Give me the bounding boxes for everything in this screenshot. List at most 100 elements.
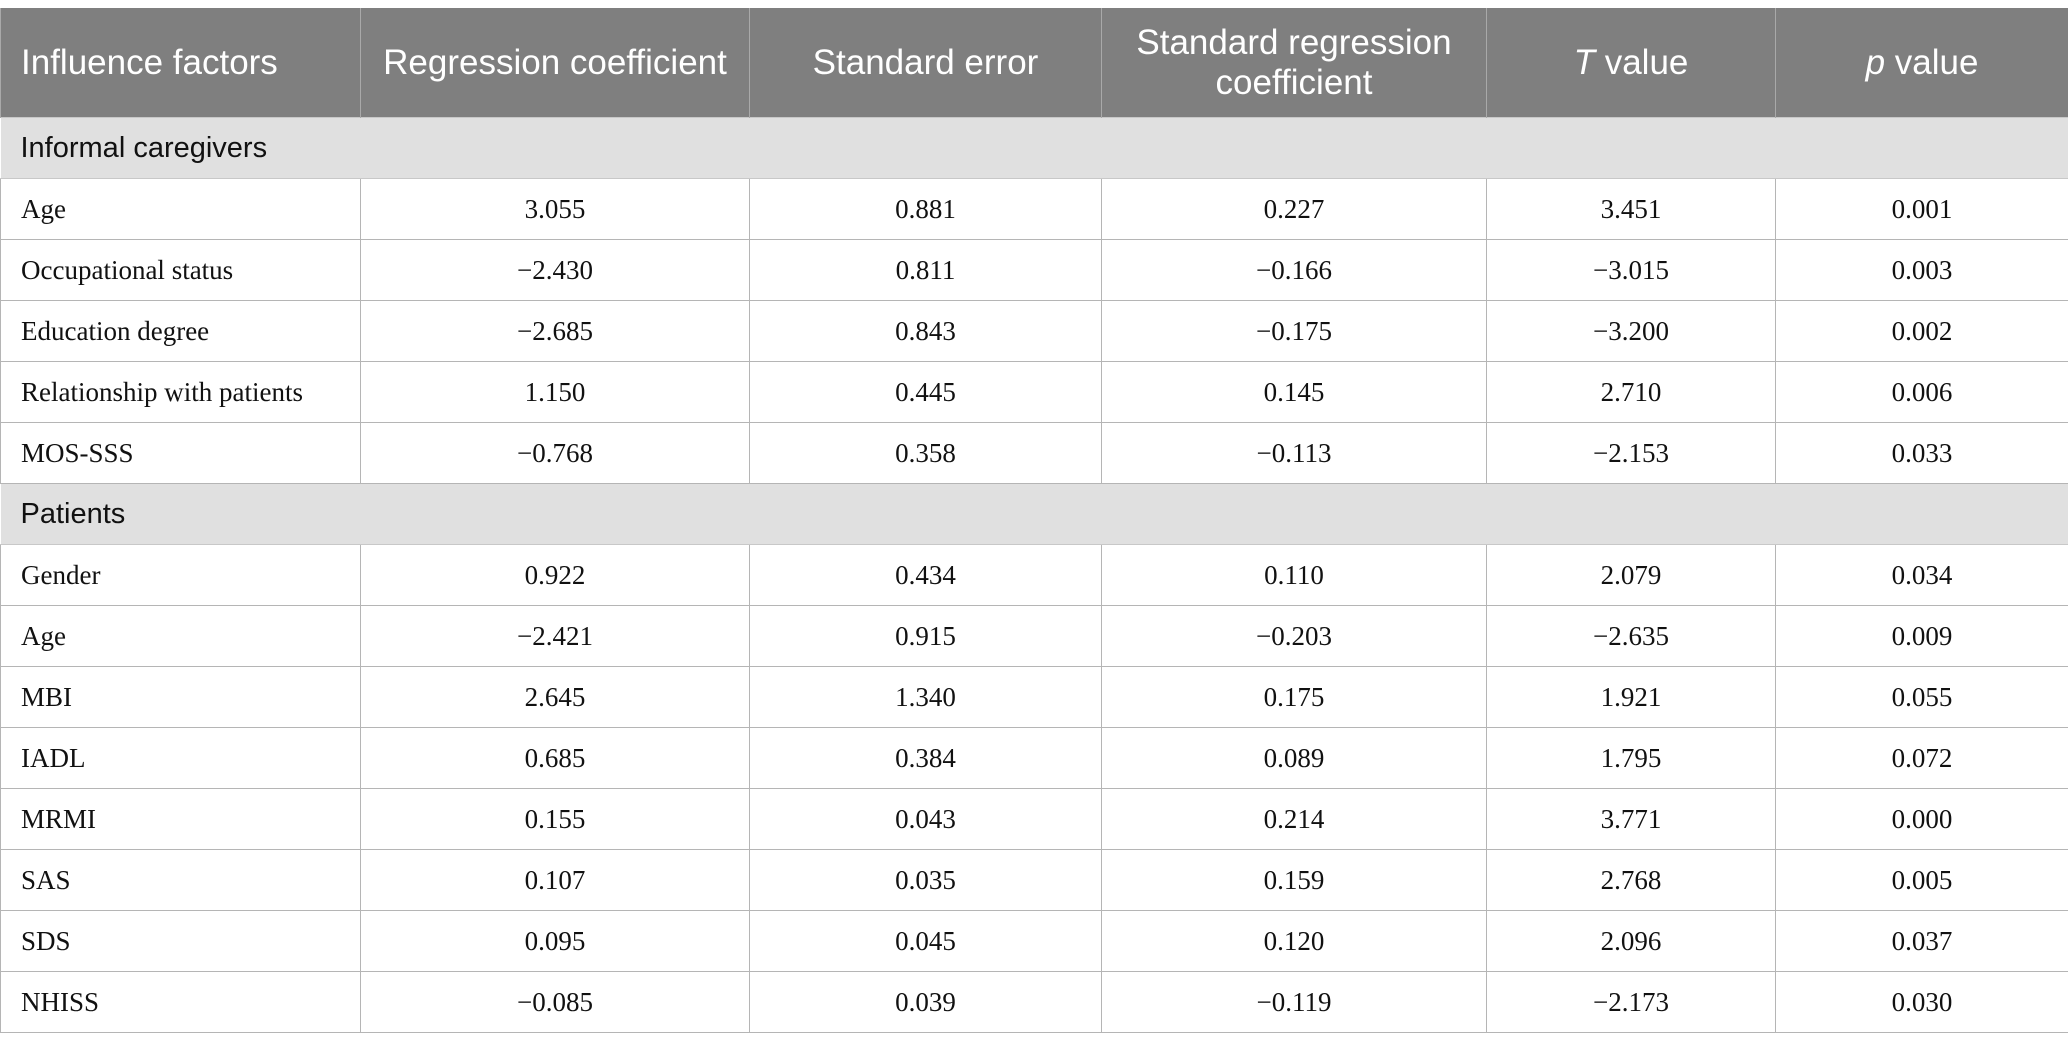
cell-p-value: 0.055 bbox=[1775, 666, 2068, 728]
cell-standard-error: 0.358 bbox=[749, 422, 1102, 484]
cell-t-value: 2.096 bbox=[1486, 910, 1776, 972]
cell-regression-coefficient: 0.685 bbox=[360, 727, 750, 789]
cell-influence-factor: Gender bbox=[0, 544, 361, 606]
cell-influence-factor: Age bbox=[0, 605, 361, 667]
cell-influence-factor: MRMI bbox=[0, 788, 361, 850]
regression-table: Influence factors Regression coefficient… bbox=[0, 8, 2068, 1033]
cell-standard-error: 0.043 bbox=[749, 788, 1102, 850]
cell-standard-regression-coefficient: −0.119 bbox=[1101, 971, 1487, 1033]
header-t-value: T value bbox=[1486, 8, 1776, 118]
header-label: value bbox=[1885, 42, 1979, 82]
header-label: Standard regression coefficient bbox=[1136, 22, 1452, 102]
cell-standard-error: 0.811 bbox=[749, 239, 1102, 301]
cell-p-value: 0.037 bbox=[1775, 910, 2068, 972]
cell-p-value: 0.006 bbox=[1775, 361, 2068, 423]
cell-t-value: 3.451 bbox=[1486, 178, 1776, 240]
cell-t-value: 2.768 bbox=[1486, 849, 1776, 911]
table-row: MBI 2.645 1.340 0.175 1.921 0.055 bbox=[0, 666, 2068, 728]
cell-p-value: 0.009 bbox=[1775, 605, 2068, 667]
table-header: Influence factors Regression coefficient… bbox=[0, 8, 2068, 118]
cell-influence-factor: SAS bbox=[0, 849, 361, 911]
table-row: Education degree −2.685 0.843 −0.175 −3.200 0… bbox=[0, 300, 2068, 362]
cell-standard-error: 0.445 bbox=[749, 361, 1102, 423]
cell-p-value: 0.005 bbox=[1775, 849, 2068, 911]
cell-regression-coefficient: 1.150 bbox=[360, 361, 750, 423]
cell-influence-factor: SDS bbox=[0, 910, 361, 972]
header-label: Regression coefficient bbox=[383, 42, 727, 82]
cell-p-value: 0.034 bbox=[1775, 544, 2068, 606]
cell-p-value: 0.000 bbox=[1775, 788, 2068, 850]
section-row: Patients bbox=[0, 483, 2068, 545]
cell-regression-coefficient: −2.430 bbox=[360, 239, 750, 301]
cell-standard-regression-coefficient: −0.166 bbox=[1101, 239, 1487, 301]
cell-t-value: 1.921 bbox=[1486, 666, 1776, 728]
cell-t-value: −2.153 bbox=[1486, 422, 1776, 484]
cell-standard-error: 1.340 bbox=[749, 666, 1102, 728]
cell-standard-regression-coefficient: 0.175 bbox=[1101, 666, 1487, 728]
table-row: Age −2.421 0.915 −0.203 −2.635 0.009 bbox=[0, 605, 2068, 667]
table-row: Relationship with patients 1.150 0.445 0.14… bbox=[0, 361, 2068, 423]
cell-regression-coefficient: 0.922 bbox=[360, 544, 750, 606]
cell-standard-regression-coefficient: 0.159 bbox=[1101, 849, 1487, 911]
header-influence-factors: Influence factors bbox=[0, 8, 361, 118]
header-row: Influence factors Regression coefficient… bbox=[0, 8, 2068, 118]
cell-p-value: 0.001 bbox=[1775, 178, 2068, 240]
section-title: Informal caregivers bbox=[0, 117, 2068, 179]
table-row: Age 3.055 0.881 0.227 3.451 0.001 bbox=[0, 178, 2068, 240]
cell-standard-error: 0.045 bbox=[749, 910, 1102, 972]
section-row: Informal caregivers bbox=[0, 117, 2068, 179]
section-title: Patients bbox=[0, 483, 2068, 545]
cell-regression-coefficient: 2.645 bbox=[360, 666, 750, 728]
cell-standard-regression-coefficient: −0.175 bbox=[1101, 300, 1487, 362]
header-label: value bbox=[1594, 42, 1689, 82]
header-standard-error: Standard error bbox=[749, 8, 1102, 118]
cell-influence-factor: IADL bbox=[0, 727, 361, 789]
cell-standard-regression-coefficient: 0.110 bbox=[1101, 544, 1487, 606]
cell-influence-factor: Age bbox=[0, 178, 361, 240]
header-p-value: p value bbox=[1775, 8, 2068, 118]
table-row: MOS-SSS −0.768 0.358 −0.113 −2.153 0.033 bbox=[0, 422, 2068, 484]
cell-standard-regression-coefficient: 0.227 bbox=[1101, 178, 1487, 240]
cell-regression-coefficient: −0.085 bbox=[360, 971, 750, 1033]
cell-t-value: 2.079 bbox=[1486, 544, 1776, 606]
cell-regression-coefficient: −2.685 bbox=[360, 300, 750, 362]
table-row: SDS 0.095 0.045 0.120 2.096 0.037 bbox=[0, 910, 2068, 972]
cell-standard-regression-coefficient: −0.113 bbox=[1101, 422, 1487, 484]
cell-standard-error: 0.915 bbox=[749, 605, 1102, 667]
cell-standard-regression-coefficient: 0.089 bbox=[1101, 727, 1487, 789]
cell-t-value: −3.200 bbox=[1486, 300, 1776, 362]
cell-standard-regression-coefficient: 0.120 bbox=[1101, 910, 1487, 972]
cell-p-value: 0.003 bbox=[1775, 239, 2068, 301]
table-row: MRMI 0.155 0.043 0.214 3.771 0.000 bbox=[0, 788, 2068, 850]
cell-p-value: 0.002 bbox=[1775, 300, 2068, 362]
cell-standard-regression-coefficient: 0.145 bbox=[1101, 361, 1487, 423]
header-regression-coefficient: Regression coefficient bbox=[360, 8, 750, 118]
cell-influence-factor: Education degree bbox=[0, 300, 361, 362]
cell-t-value: −2.173 bbox=[1486, 971, 1776, 1033]
table-row: NHISS −0.085 0.039 −0.119 −2.173 0.030 bbox=[0, 971, 2068, 1033]
table-row: Gender 0.922 0.434 0.110 2.079 0.034 bbox=[0, 544, 2068, 606]
header-standard-regression-coefficient: Standard regression coefficient bbox=[1101, 8, 1487, 118]
header-italic-symbol: p bbox=[1865, 42, 1886, 82]
cell-influence-factor: Relationship with patients bbox=[0, 361, 361, 423]
cell-t-value: 1.795 bbox=[1486, 727, 1776, 789]
cell-regression-coefficient: −2.421 bbox=[360, 605, 750, 667]
cell-standard-error: 0.035 bbox=[749, 849, 1102, 911]
cell-t-value: 2.710 bbox=[1486, 361, 1776, 423]
header-italic-symbol: T bbox=[1573, 42, 1595, 82]
cell-t-value: 3.771 bbox=[1486, 788, 1776, 850]
cell-influence-factor: MOS-SSS bbox=[0, 422, 361, 484]
cell-influence-factor: NHISS bbox=[0, 971, 361, 1033]
cell-standard-regression-coefficient: 0.214 bbox=[1101, 788, 1487, 850]
cell-regression-coefficient: 0.155 bbox=[360, 788, 750, 850]
cell-standard-error: 0.039 bbox=[749, 971, 1102, 1033]
header-label: Standard error bbox=[812, 42, 1039, 82]
cell-standard-error: 0.384 bbox=[749, 727, 1102, 789]
cell-regression-coefficient: 3.055 bbox=[360, 178, 750, 240]
cell-t-value: −2.635 bbox=[1486, 605, 1776, 667]
cell-standard-error: 0.843 bbox=[749, 300, 1102, 362]
cell-regression-coefficient: 0.095 bbox=[360, 910, 750, 972]
cell-regression-coefficient: 0.107 bbox=[360, 849, 750, 911]
cell-standard-regression-coefficient: −0.203 bbox=[1101, 605, 1487, 667]
cell-t-value: −3.015 bbox=[1486, 239, 1776, 301]
